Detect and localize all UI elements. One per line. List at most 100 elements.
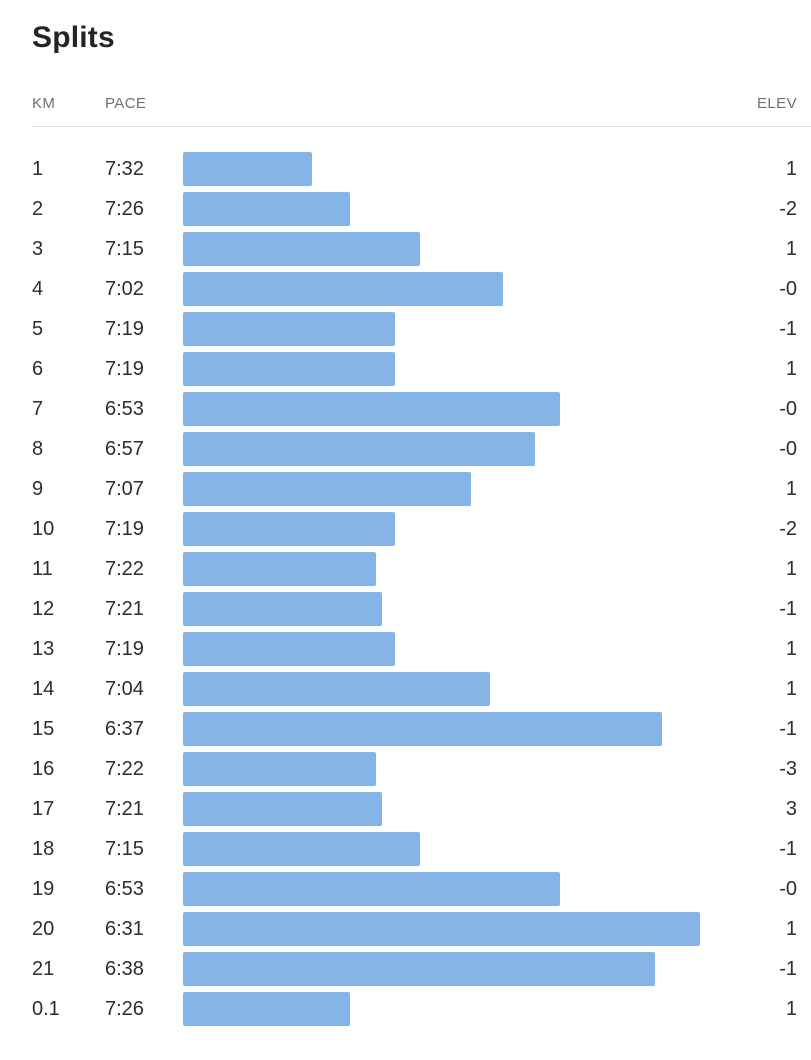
split-km: 17 bbox=[32, 798, 55, 820]
split-row[interactable]: 14 7:04 1 bbox=[32, 669, 797, 709]
split-elev: -1 bbox=[779, 598, 797, 620]
split-km: 13 bbox=[32, 638, 55, 660]
split-pace: 7:04 bbox=[105, 678, 144, 700]
split-elev: -3 bbox=[779, 758, 797, 780]
split-row[interactable]: 20 6:31 1 bbox=[32, 909, 797, 949]
pace-bar bbox=[183, 432, 535, 466]
split-row[interactable]: 21 6:38 -1 bbox=[32, 949, 797, 989]
bar-track bbox=[183, 949, 717, 989]
table-header: KM PACE ELEV bbox=[32, 96, 811, 127]
split-row[interactable]: 1 7:32 1 bbox=[32, 149, 797, 189]
split-pace: 7:15 bbox=[105, 838, 144, 860]
pace-bar bbox=[183, 752, 376, 786]
split-row[interactable]: 10 7:19 -2 bbox=[32, 509, 797, 549]
bar-track bbox=[183, 989, 717, 1029]
split-elev: 1 bbox=[785, 998, 797, 1020]
pace-bar bbox=[183, 712, 662, 746]
split-km: 21 bbox=[32, 958, 55, 980]
pace-bar bbox=[183, 632, 395, 666]
split-km: 2 bbox=[32, 198, 44, 220]
split-pace: 7:02 bbox=[105, 278, 144, 300]
split-row[interactable]: 12 7:21 -1 bbox=[32, 589, 797, 629]
split-row[interactable]: 11 7:22 1 bbox=[32, 549, 797, 589]
split-pace: 7:32 bbox=[105, 158, 144, 180]
split-km: 15 bbox=[32, 718, 55, 740]
pace-bar bbox=[183, 312, 395, 346]
split-elev: 1 bbox=[785, 358, 797, 380]
split-row[interactable]: 13 7:19 1 bbox=[32, 629, 797, 669]
bar-track bbox=[183, 869, 717, 909]
split-row[interactable]: 6 7:19 1 bbox=[32, 349, 797, 389]
split-pace: 7:15 bbox=[105, 238, 144, 260]
pace-bar bbox=[183, 832, 420, 866]
split-km: 16 bbox=[32, 758, 55, 780]
split-pace: 6:37 bbox=[105, 718, 144, 740]
bar-track bbox=[183, 789, 717, 829]
split-row[interactable]: 2 7:26 -2 bbox=[32, 189, 797, 229]
column-header-elev: ELEV bbox=[757, 95, 797, 112]
bar-track bbox=[183, 669, 717, 709]
split-pace: 6:57 bbox=[105, 438, 144, 460]
split-pace: 7:19 bbox=[105, 518, 144, 540]
split-km: 4 bbox=[32, 278, 44, 300]
split-row[interactable]: 8 6:57 -0 bbox=[32, 429, 797, 469]
split-km: 1 bbox=[32, 158, 44, 180]
bar-track bbox=[183, 269, 717, 309]
split-km: 14 bbox=[32, 678, 55, 700]
split-elev: -1 bbox=[779, 958, 797, 980]
split-elev: 3 bbox=[785, 798, 797, 820]
bar-track bbox=[183, 829, 717, 869]
pace-bar bbox=[183, 552, 376, 586]
split-pace: 7:07 bbox=[105, 478, 144, 500]
split-row[interactable]: 9 7:07 1 bbox=[32, 469, 797, 509]
split-row[interactable]: 19 6:53 -0 bbox=[32, 869, 797, 909]
split-km: 7 bbox=[32, 398, 44, 420]
pace-bar bbox=[183, 472, 471, 506]
split-row[interactable]: 18 7:15 -1 bbox=[32, 829, 797, 869]
bar-track bbox=[183, 749, 717, 789]
split-pace: 6:31 bbox=[105, 918, 144, 940]
page-title: Splits bbox=[32, 21, 115, 54]
split-row[interactable]: 15 6:37 -1 bbox=[32, 709, 797, 749]
bar-track bbox=[183, 909, 717, 949]
bar-track bbox=[183, 149, 717, 189]
split-km: 9 bbox=[32, 478, 44, 500]
column-header-pace: PACE bbox=[105, 95, 147, 112]
bar-track bbox=[183, 709, 717, 749]
pace-bar bbox=[183, 672, 490, 706]
split-row[interactable]: 0.1 7:26 1 bbox=[32, 989, 797, 1029]
split-elev: 1 bbox=[785, 638, 797, 660]
bar-track bbox=[183, 189, 717, 229]
pace-bar bbox=[183, 152, 312, 186]
split-elev: -0 bbox=[779, 278, 797, 300]
pace-bar bbox=[183, 952, 655, 986]
split-pace: 7:19 bbox=[105, 318, 144, 340]
bar-track bbox=[183, 229, 717, 269]
pace-bar bbox=[183, 352, 395, 386]
split-km: 19 bbox=[32, 878, 55, 900]
split-pace: 6:53 bbox=[105, 398, 144, 420]
split-row[interactable]: 4 7:02 -0 bbox=[32, 269, 797, 309]
split-pace: 7:21 bbox=[105, 598, 144, 620]
split-row[interactable]: 16 7:22 -3 bbox=[32, 749, 797, 789]
split-km: 5 bbox=[32, 318, 44, 340]
split-elev: -0 bbox=[779, 398, 797, 420]
split-elev: -1 bbox=[779, 838, 797, 860]
pace-bar bbox=[183, 272, 503, 306]
split-pace: 6:53 bbox=[105, 878, 144, 900]
split-row[interactable]: 5 7:19 -1 bbox=[32, 309, 797, 349]
pace-bar bbox=[183, 792, 382, 826]
split-km: 3 bbox=[32, 238, 44, 260]
split-km: 8 bbox=[32, 438, 44, 460]
split-row[interactable]: 7 6:53 -0 bbox=[32, 389, 797, 429]
bar-track bbox=[183, 469, 717, 509]
split-elev: -2 bbox=[779, 198, 797, 220]
split-pace: 7:22 bbox=[105, 758, 144, 780]
split-row[interactable]: 17 7:21 3 bbox=[32, 789, 797, 829]
pace-bar bbox=[183, 392, 560, 426]
pace-bar bbox=[183, 192, 350, 226]
pace-bar bbox=[183, 912, 700, 946]
split-row[interactable]: 3 7:15 1 bbox=[32, 229, 797, 269]
split-pace: 7:19 bbox=[105, 358, 144, 380]
column-header-km: KM bbox=[32, 95, 56, 112]
